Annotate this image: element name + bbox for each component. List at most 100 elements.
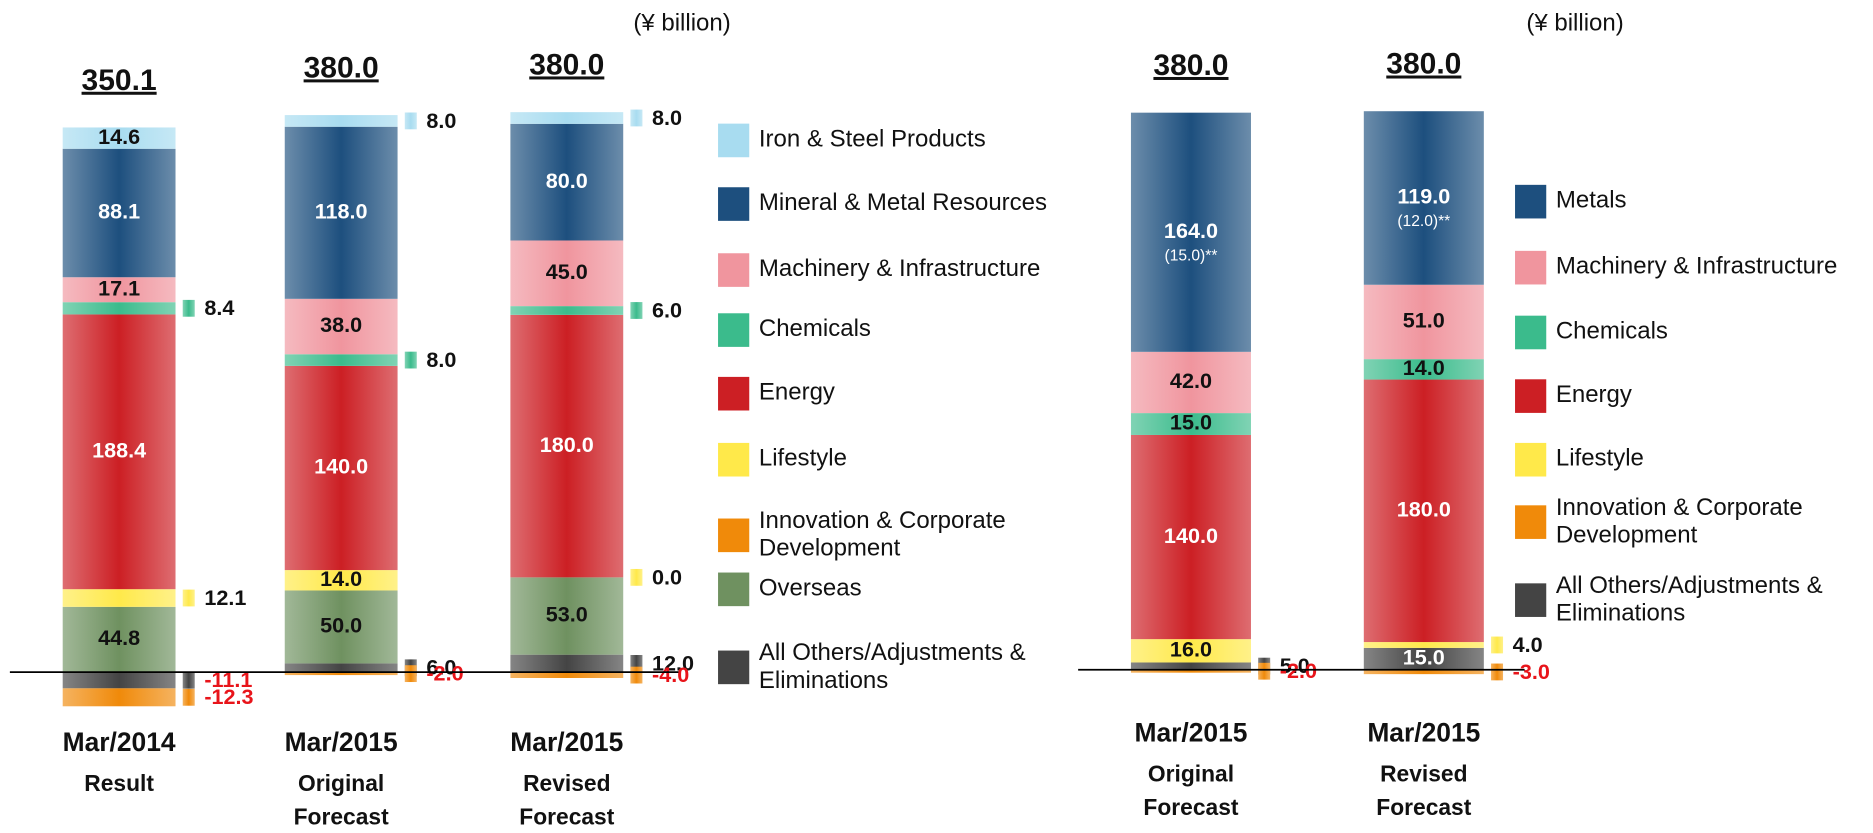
bar-segment [284, 590, 398, 664]
legend-label: Mineral & Metal Resources [758, 189, 1048, 217]
label-icon [182, 688, 195, 706]
total-label: 350.1 [82, 64, 157, 97]
legend-label-box: Energy [758, 379, 835, 406]
value-label: 8.0 [426, 347, 456, 372]
legend-label: Machinery & Infrastructure [1555, 253, 1838, 280]
value-label: 8.4 [204, 295, 234, 320]
legend-swatch [1515, 315, 1547, 350]
bar-segment [284, 663, 398, 673]
legend-label-box: Chemicals [1555, 318, 1668, 345]
legend-swatch [718, 253, 750, 287]
legend-label-box: Innovation & Corporate Development [1556, 495, 1803, 549]
legend-label: Chemicals [1555, 318, 1668, 345]
value-label: 53.0 [546, 602, 588, 627]
bar-segment [1130, 662, 1251, 670]
legend-swatch [718, 313, 750, 347]
value-label: 140.0 [1164, 523, 1218, 548]
bar-segment [62, 672, 176, 689]
bar-segment [1363, 359, 1484, 380]
x-tick-sublabel: Result [84, 771, 154, 797]
value-label: 45.0 [546, 259, 588, 284]
bar-segment [62, 688, 176, 707]
legend-swatch [1515, 442, 1547, 477]
legend-swatch [718, 123, 750, 158]
legend-label: Chemicals [758, 315, 871, 343]
legend-swatch [718, 187, 750, 221]
legend-swatch [718, 518, 750, 553]
x-tick-label: Mar/2015 [1367, 718, 1480, 748]
value-label: 17.1 [98, 275, 140, 300]
label-icon [182, 671, 195, 689]
bar-segment [510, 123, 624, 241]
value-label: -12.3 [204, 684, 253, 709]
legend-label: Metals [1555, 187, 1627, 214]
legend-label-box: All Others/Adjustments & Eliminations [1555, 572, 1823, 627]
legend-label: Innovation & Corporate Development [758, 507, 1006, 562]
label-icon [404, 351, 417, 369]
value-label: 140.0 [314, 454, 368, 479]
x-tick-sublabel-box: Original Forecast [1143, 762, 1239, 821]
value-label: 14.0 [320, 566, 362, 591]
value-label: 180.0 [540, 432, 594, 457]
value-label: 5.0 [1280, 653, 1310, 678]
x-tick-label: Mar/2014 [63, 727, 176, 757]
legend-swatch [1515, 583, 1547, 617]
legend-label-box: Innovation & Corporate Development [758, 507, 1006, 562]
bar-segment [510, 314, 624, 578]
legend-label: Iron & Steel Products [758, 126, 986, 153]
label-icon [182, 299, 195, 317]
value-label: 8.0 [426, 108, 456, 133]
value-label: 38.0 [320, 312, 362, 337]
value-label: 6.0 [426, 655, 456, 680]
bar-segment [284, 126, 398, 299]
bar-segment [62, 606, 176, 673]
legend-swatch [1515, 505, 1547, 539]
legend-label-box: Mineral & Metal Resources [758, 189, 1048, 217]
x-tick-sublabel: Original Forecast [293, 771, 389, 831]
legend-label: Lifestyle [758, 445, 847, 472]
bar-segment [510, 240, 624, 307]
legend-label-box: All Others/Adjustments & Eliminations [758, 639, 1026, 694]
unit-label: (¥ billion) [633, 9, 730, 36]
bar-segment [62, 314, 176, 590]
x-tick-sublabel-box: Result [84, 771, 154, 797]
label-icon [1491, 636, 1504, 654]
total-label: 380.0 [1386, 48, 1461, 81]
legend-label: All Others/Adjustments & Eliminations [1555, 572, 1823, 627]
legend-label-box: Machinery & Infrastructure [1555, 253, 1838, 280]
legend-label: Energy [758, 379, 835, 406]
legend-label-box: Chemicals [758, 315, 871, 343]
bar-segment [510, 577, 624, 655]
value-label: 16.0 [1170, 637, 1212, 662]
value-label: 80.0 [546, 168, 588, 193]
value-label: 12.0 [652, 650, 694, 675]
x-tick-sublabel: Revised Forecast [1376, 762, 1472, 821]
value-label: 15.0 [1170, 410, 1212, 435]
value-label: 50.0 [320, 613, 362, 638]
bar-segment [62, 589, 176, 607]
annotation: (15.0)** [1165, 247, 1218, 264]
x-tick-label: Mar/2015 [510, 727, 623, 757]
legend-swatch [1515, 379, 1547, 413]
legend-label: Lifestyle [1555, 445, 1644, 472]
value-label: -3.0 [1513, 659, 1550, 684]
label-icon [1258, 662, 1271, 680]
unit-label: (¥ billion) [1526, 9, 1623, 36]
legend-label-box: Lifestyle [758, 445, 847, 472]
bar-segment [62, 148, 176, 278]
bar-segment [1130, 669, 1251, 673]
label-icon [1491, 663, 1504, 681]
bar-segment [510, 654, 624, 673]
value-label: 44.8 [98, 625, 140, 650]
value-label: 14.6 [98, 124, 140, 149]
bar-segment [284, 672, 398, 676]
bar-segment [284, 115, 398, 127]
annotation: (12.0)** [1397, 213, 1450, 230]
bar-segment [284, 570, 398, 591]
legend-label: All Others/Adjustments & Eliminations [758, 639, 1026, 694]
x-tick-sublabel: Original Forecast [1143, 762, 1239, 821]
bar-segment [284, 365, 398, 571]
bar-segment [1130, 351, 1251, 414]
total-label: 380.0 [304, 51, 379, 84]
